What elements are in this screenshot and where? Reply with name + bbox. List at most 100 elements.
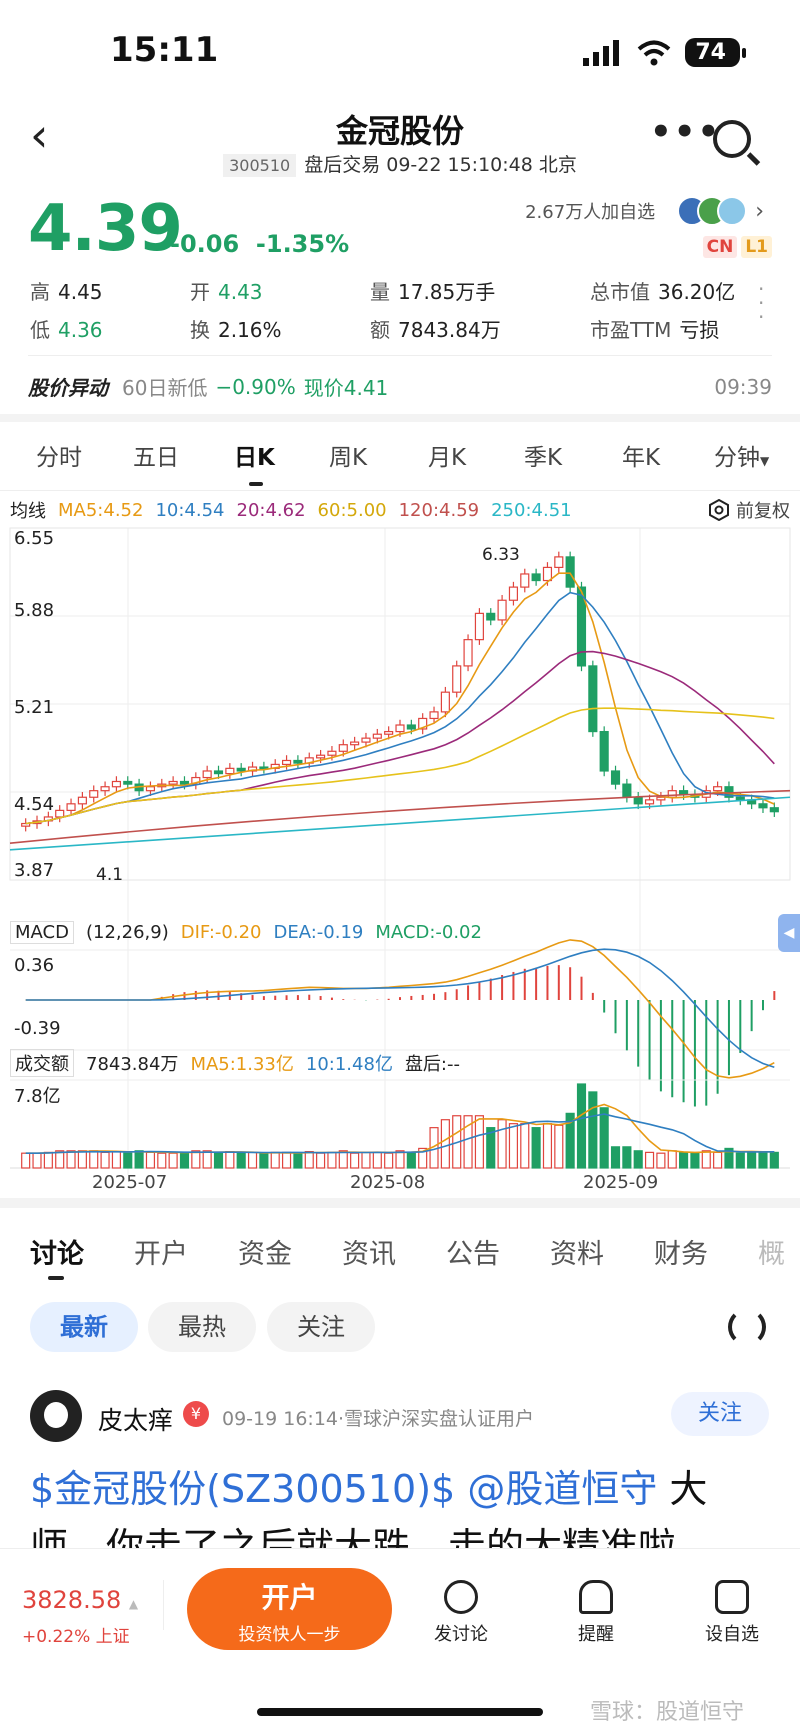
candle [89,790,99,798]
macd-legend: MACD (12,26,9) DIF:-0.20 DEA:-0.19 MACD:… [10,921,482,944]
post-meta: 09-19 16:14·雪球沪深实盘认证用户 [222,1408,535,1430]
candle [327,750,337,756]
current-price: 4.39 [28,192,183,266]
dropdown-icon: ▼ [760,454,770,468]
nav-post[interactable]: 发讨论 [416,1580,506,1646]
open-account-button[interactable]: 开户 投资快人一步 [187,1568,392,1650]
candle [55,809,65,818]
ma60-value: 60:5.00 [317,499,387,521]
candle [418,717,428,730]
volume-bar [134,1150,144,1169]
volume-bar [202,1150,212,1169]
volume-bar [327,1151,337,1169]
volume-bar [701,1150,711,1169]
stat-high: 高 4.45 [30,280,103,304]
followers-count: 2.67万人加自选 [525,202,656,223]
ma250-value: 250:4.51 [491,499,572,521]
tab-yearly-k[interactable]: 年K [622,445,661,471]
month-label: 2025-08 [350,1172,426,1193]
follow-button[interactable]: 关注 [671,1392,769,1436]
tab-discussion[interactable]: 讨论 [30,1239,84,1270]
volume-label: 成交额 [10,1049,74,1077]
ma-legend: 均线 MA5:4.52 10:4.54 20:4.62 60:5.00 120:… [10,497,572,523]
candle [656,796,666,801]
volume-bar [713,1151,723,1169]
tab-profile[interactable]: 资料 [550,1239,604,1270]
candle [531,573,541,582]
volume-bar [179,1152,190,1169]
ma-lines [9,572,791,851]
signal-icon [583,39,620,66]
filter-latest[interactable]: 最新 [30,1302,138,1352]
post-username[interactable]: 皮太痒 [98,1406,174,1435]
volume-bar [100,1151,110,1169]
stock-code: 300510 [223,154,297,177]
tab-intraday[interactable]: 分时 [36,445,82,471]
candle [599,730,609,772]
tab-monthly-k[interactable]: 月K [428,445,467,471]
collapse-tab-icon[interactable]: ◀ [778,914,800,952]
volume-bar [145,1151,156,1169]
tab-daily-k[interactable]: 日K [234,445,275,471]
refresh-icon[interactable] [728,1308,766,1346]
tab-five-day[interactable]: 五日 [133,445,179,471]
followers-link[interactable]: 2.67万人加自选 › [525,196,764,226]
post-content[interactable]: $金冠股份(SZ300510)$ @股道恒守 大 师，你走了之后就大跌，走的太精… [30,1460,770,1560]
tab-finance[interactable]: 财务 [654,1239,708,1270]
filter-following[interactable]: 关注 [267,1302,375,1352]
stat-open: 开 4.43 [190,280,263,304]
tab-minute[interactable]: 分钟▼ [714,445,770,471]
volume-bar [679,1151,689,1169]
status-icons: 74 [583,38,746,67]
candle [565,556,575,588]
candle [667,790,677,798]
volume-bar [520,1123,530,1169]
cn-badge: CN [702,236,738,258]
tab-funds[interactable]: 资金 [238,1239,292,1270]
tab-news[interactable]: 资讯 [342,1239,396,1270]
volume-bar [769,1151,779,1169]
y-tick: 5.88 [14,600,55,621]
nav-alert[interactable]: 提醒 [551,1580,641,1646]
candle [588,665,598,733]
tab-open-account[interactable]: 开户 [134,1239,188,1270]
nav-watchlist[interactable]: 设自选 [687,1580,777,1646]
candle [372,733,382,739]
high-marker: 6.33 [482,545,520,565]
candle [576,586,587,667]
expand-stats-icon[interactable]: · · · [758,277,765,329]
candle [66,803,76,811]
candle [202,770,212,779]
index-value[interactable]: 3828.58 ▲ [22,1586,139,1614]
price-alert[interactable]: 股价异动 60日新低 −0.90% 现价4.41 09:39 [28,372,772,401]
back-button[interactable]: ‹ [30,108,49,162]
stat-amount: 额 7843.84万 [370,318,501,342]
ma20-value: 20:4.62 [236,499,306,521]
volume-bar [554,1124,564,1169]
home-indicator[interactable] [257,1708,543,1716]
divider [0,490,800,491]
avatar[interactable] [30,1390,82,1442]
section-separator [0,414,800,422]
tab-quarterly-k[interactable]: 季K [524,445,563,471]
kline-chart[interactable] [0,520,800,1195]
adjust-button[interactable]: 前复权 [708,497,790,523]
volume-bar [440,1119,450,1169]
volume-ma5-line [25,1103,775,1154]
y-tick: 5.21 [14,697,55,718]
candle [610,770,621,785]
macd-value: MACD:-0.02 [375,922,482,943]
candle [440,691,450,713]
tab-more[interactable]: 概 [758,1239,785,1270]
volume-ma10-line [25,1113,775,1154]
filter-hot[interactable]: 最热 [148,1302,256,1352]
tab-weekly-k[interactable]: 周K [329,445,368,471]
search-icon[interactable] [713,120,751,158]
more-icon[interactable]: ••• [650,112,722,152]
tab-announcements[interactable]: 公告 [446,1239,500,1270]
mention-link[interactable]: @股道恒守 [467,1467,658,1511]
chevron-right-icon: › [755,198,764,224]
stock-link[interactable]: $金冠股份(SZ300510)$ [30,1467,456,1511]
volume-bar [191,1150,201,1169]
candle [508,586,519,601]
